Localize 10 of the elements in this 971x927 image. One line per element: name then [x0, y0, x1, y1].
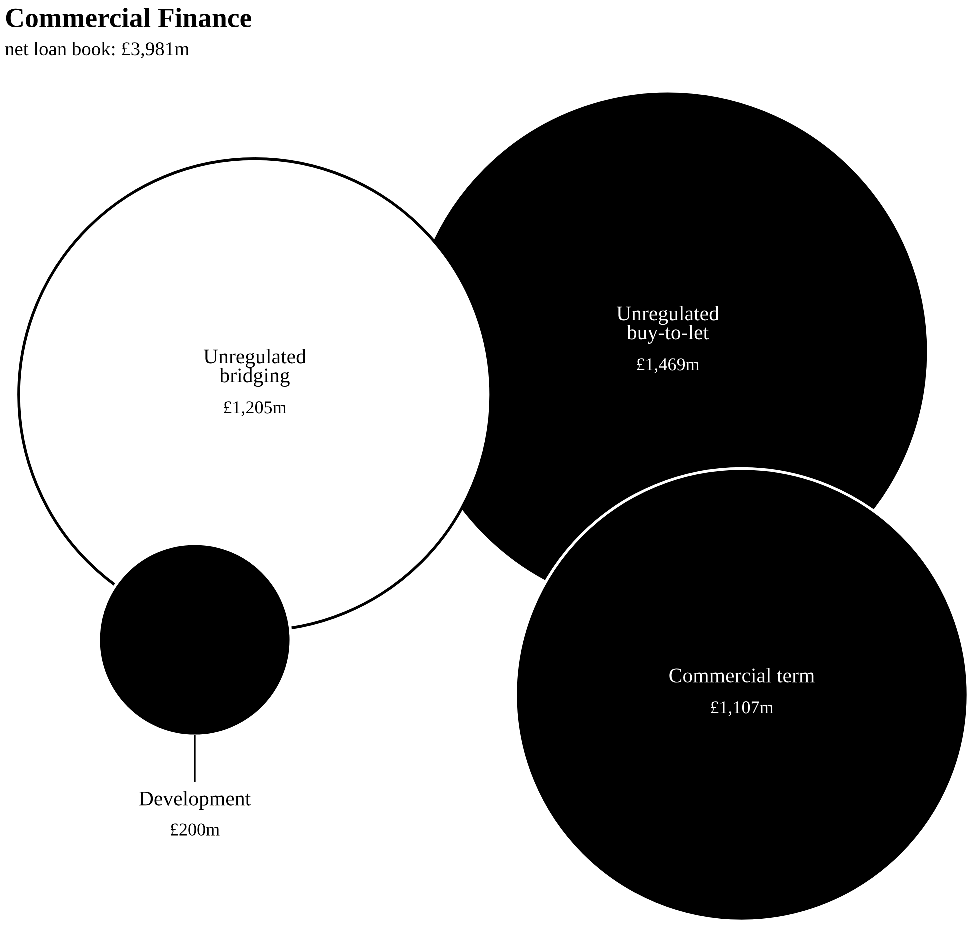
category-label: Unregulated bridging: [204, 349, 306, 387]
data-label: £1,469m: [637, 358, 700, 374]
data-label: £200m: [170, 824, 220, 836]
category-label: Development: [139, 791, 251, 810]
category-label: Unregulated buy-to-let: [616, 306, 720, 344]
category-label: Commercial term: [670, 668, 815, 683]
data-label: £1,205m: [224, 402, 287, 416]
data-label: £1,107m: [711, 702, 774, 716]
text: net loan book: £3,981m: [5, 42, 190, 58]
text: Commercial Finance: [6, 8, 252, 28]
